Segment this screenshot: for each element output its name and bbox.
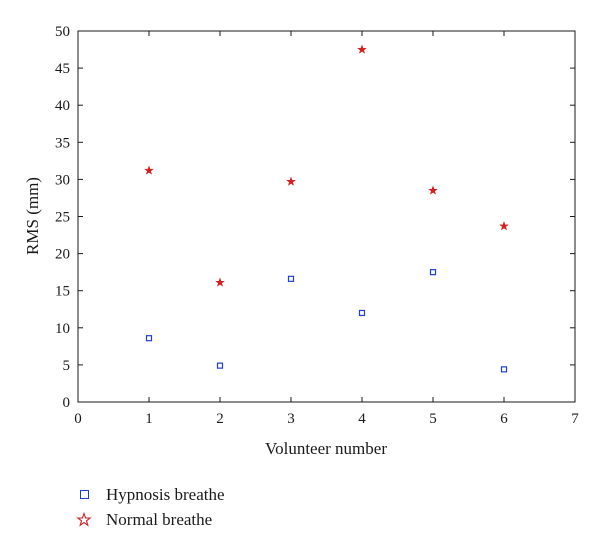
- x-tick-label: 6: [500, 411, 508, 427]
- y-tick-label: 5: [63, 358, 71, 374]
- hypnosis-point: [358, 309, 366, 317]
- y-tick-label: 45: [55, 61, 70, 77]
- hypnosis-point: [287, 275, 295, 282]
- x-tick-label: 1: [145, 411, 153, 427]
- normal-point: [357, 44, 367, 54]
- normal-point: [428, 185, 438, 195]
- x-tick-label: 4: [358, 411, 366, 427]
- x-tick-label: 7: [571, 411, 579, 427]
- y-tick-label: 20: [55, 247, 70, 263]
- y-tick-label: 0: [63, 395, 71, 411]
- y-tick-label: 10: [55, 321, 70, 337]
- hypnosis-point: [429, 269, 437, 276]
- legend: Hypnosis breathe Normal breathe: [72, 482, 225, 532]
- x-tick-label: 2: [216, 411, 224, 427]
- legend-item-hypnosis: Hypnosis breathe: [72, 482, 225, 507]
- hypnosis-point: [145, 335, 153, 342]
- normal-point: [499, 221, 509, 231]
- hypnosis-point: [500, 366, 508, 373]
- plot-frame: [77, 30, 576, 403]
- y-tick-label: 40: [55, 98, 70, 114]
- square-marker-icon: [72, 490, 96, 499]
- x-tick-label: 5: [429, 411, 437, 427]
- normal-point: [215, 277, 225, 287]
- hypnosis-point: [216, 362, 224, 369]
- y-tick-label: 15: [55, 284, 70, 300]
- y-axis-label: RMS (mm): [23, 177, 42, 255]
- star-marker-icon: [72, 511, 96, 528]
- normal-point: [144, 165, 154, 175]
- y-tick-label: 25: [55, 210, 70, 226]
- legend-label-hypnosis: Hypnosis breathe: [106, 484, 225, 504]
- legend-item-normal: Normal breathe: [72, 507, 225, 532]
- y-tick-label: 50: [55, 24, 70, 40]
- x-tick-label: 3: [287, 411, 295, 427]
- x-tick-label: 0: [74, 411, 82, 427]
- y-tick-label: 35: [55, 135, 70, 151]
- y-tick-label: 30: [55, 172, 70, 188]
- legend-label-normal: Normal breathe: [106, 509, 213, 529]
- x-axis-label: Volunteer number: [265, 439, 387, 458]
- normal-point: [286, 176, 296, 186]
